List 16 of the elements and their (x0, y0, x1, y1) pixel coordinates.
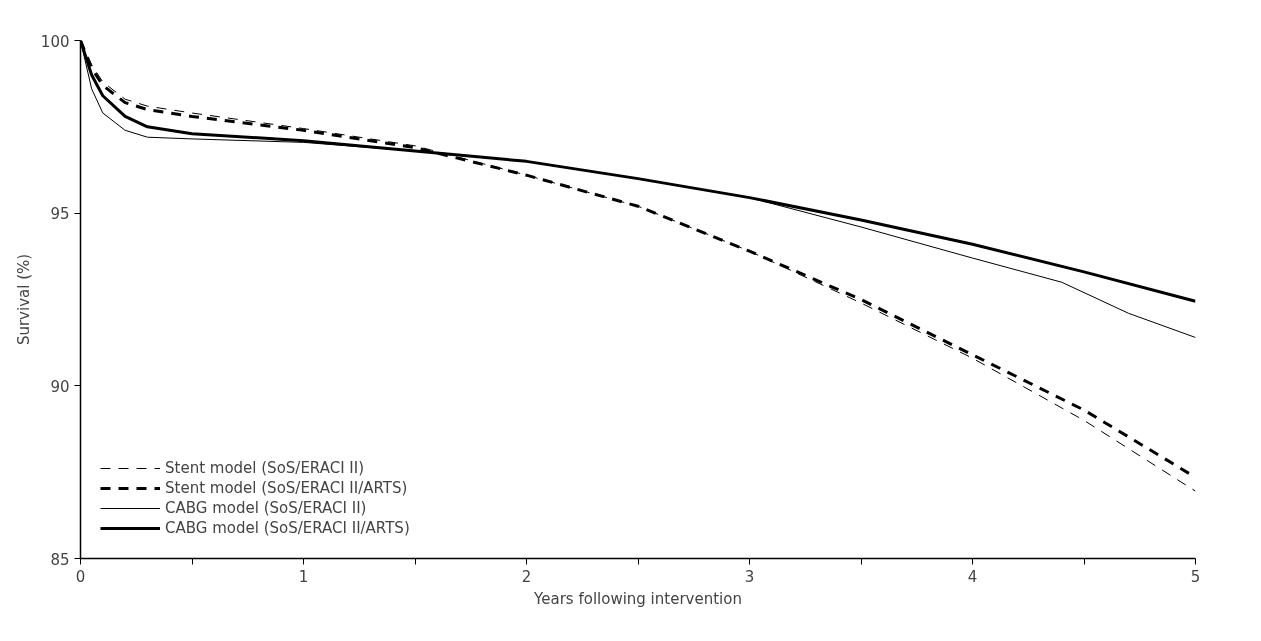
legend-label: CABG model (SoS/ERACI II) (165, 499, 367, 517)
x-tick-label: 0 (75, 567, 86, 586)
legend-label: Stent model (SoS/ERACI II) (165, 459, 365, 477)
x-tick-label: 3 (744, 567, 755, 586)
legend-label: CABG model (SoS/ERACI II/ARTS) (165, 519, 410, 537)
y-axis-title: Survival (%) (14, 253, 33, 346)
y-tick-label: 95 (50, 205, 70, 224)
x-axis-title: Years following intervention (533, 589, 742, 608)
x-tick-label: 5 (1190, 567, 1201, 586)
y-tick-label: 100 (40, 32, 70, 51)
x-tick-label: 1 (298, 567, 309, 586)
y-tick-label: 90 (50, 377, 70, 396)
y-tick-label: 85 (50, 550, 70, 569)
legend-label: Stent model (SoS/ERACI II/ARTS) (165, 479, 408, 497)
x-tick-label: 4 (967, 567, 978, 586)
x-tick-label: 2 (521, 567, 532, 586)
